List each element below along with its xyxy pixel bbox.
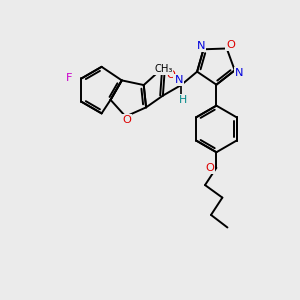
Text: CH₃: CH₃ (154, 64, 172, 74)
Text: O: O (123, 115, 131, 125)
Text: N: N (235, 68, 244, 78)
Text: H: H (179, 95, 188, 105)
Text: O: O (206, 163, 214, 173)
Text: O: O (167, 70, 176, 80)
Text: F: F (66, 74, 72, 83)
Text: N: N (174, 75, 183, 85)
Text: O: O (226, 40, 235, 50)
Text: N: N (197, 41, 206, 51)
